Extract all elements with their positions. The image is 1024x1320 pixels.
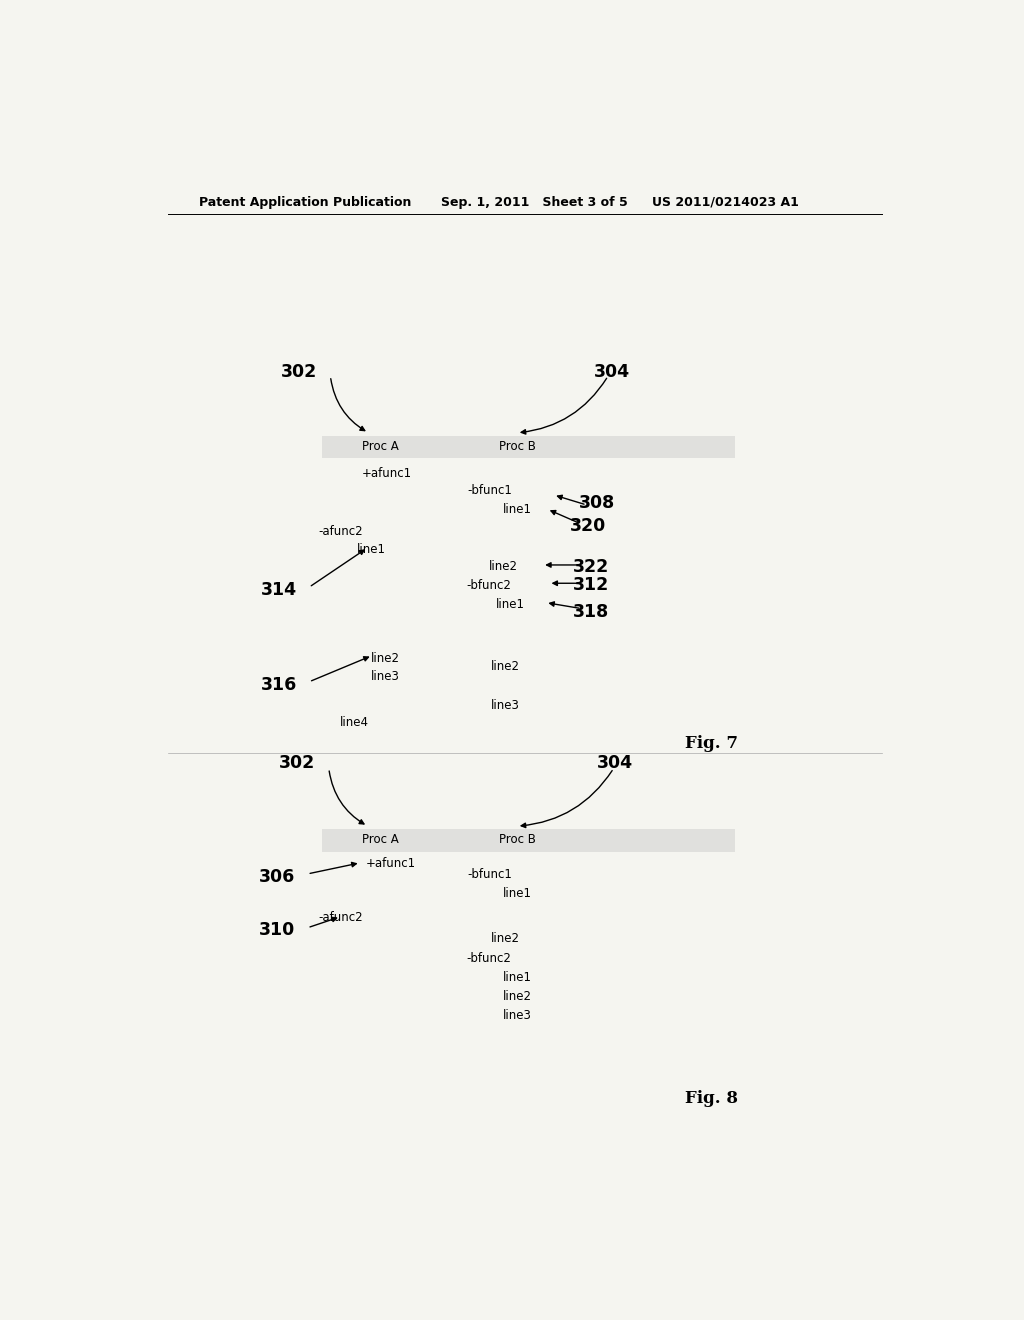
Text: line1: line1 — [503, 503, 531, 516]
Text: line1: line1 — [497, 598, 525, 611]
Text: -bfunc2: -bfunc2 — [467, 952, 512, 965]
Text: line1: line1 — [503, 887, 531, 900]
Text: line3: line3 — [490, 698, 519, 711]
Text: 310: 310 — [259, 921, 295, 939]
Text: line2: line2 — [490, 660, 519, 673]
Text: +afunc1: +afunc1 — [362, 467, 413, 480]
Text: Sep. 1, 2011   Sheet 3 of 5: Sep. 1, 2011 Sheet 3 of 5 — [441, 195, 628, 209]
Text: Fig. 7: Fig. 7 — [685, 735, 738, 752]
Text: line2: line2 — [503, 990, 531, 1003]
Bar — [323, 436, 735, 458]
Text: 314: 314 — [261, 581, 297, 599]
Text: 302: 302 — [279, 754, 315, 772]
Text: -bfunc1: -bfunc1 — [468, 484, 513, 498]
Text: 318: 318 — [572, 603, 609, 620]
Text: 304: 304 — [597, 754, 633, 772]
Text: Fig. 8: Fig. 8 — [685, 1090, 738, 1107]
Text: +afunc1: +afunc1 — [367, 857, 416, 870]
Text: 322: 322 — [572, 558, 609, 576]
Text: -afunc2: -afunc2 — [318, 911, 364, 924]
Text: 312: 312 — [572, 577, 609, 594]
Text: line1: line1 — [503, 972, 531, 985]
Text: Proc A: Proc A — [362, 440, 399, 453]
Text: -afunc2: -afunc2 — [318, 525, 364, 539]
Text: -bfunc2: -bfunc2 — [467, 578, 512, 591]
Text: 304: 304 — [594, 363, 630, 381]
Text: 306: 306 — [259, 869, 295, 886]
Text: Proc B: Proc B — [500, 440, 537, 453]
Text: line4: line4 — [340, 715, 369, 729]
Text: 316: 316 — [261, 676, 297, 694]
Text: line3: line3 — [371, 671, 399, 684]
Text: -bfunc1: -bfunc1 — [468, 869, 513, 882]
Text: 302: 302 — [281, 363, 316, 381]
Text: line2: line2 — [489, 561, 518, 573]
Text: 320: 320 — [570, 517, 606, 536]
Text: Proc A: Proc A — [362, 833, 399, 846]
Text: line1: line1 — [356, 544, 386, 556]
Text: Proc B: Proc B — [500, 833, 537, 846]
Text: line2: line2 — [371, 652, 399, 665]
Text: line3: line3 — [503, 1008, 531, 1022]
Bar — [323, 829, 735, 851]
Text: US 2011/0214023 A1: US 2011/0214023 A1 — [652, 195, 799, 209]
Text: line2: line2 — [490, 932, 519, 945]
Text: 308: 308 — [579, 494, 615, 512]
Text: Patent Application Publication: Patent Application Publication — [200, 195, 412, 209]
